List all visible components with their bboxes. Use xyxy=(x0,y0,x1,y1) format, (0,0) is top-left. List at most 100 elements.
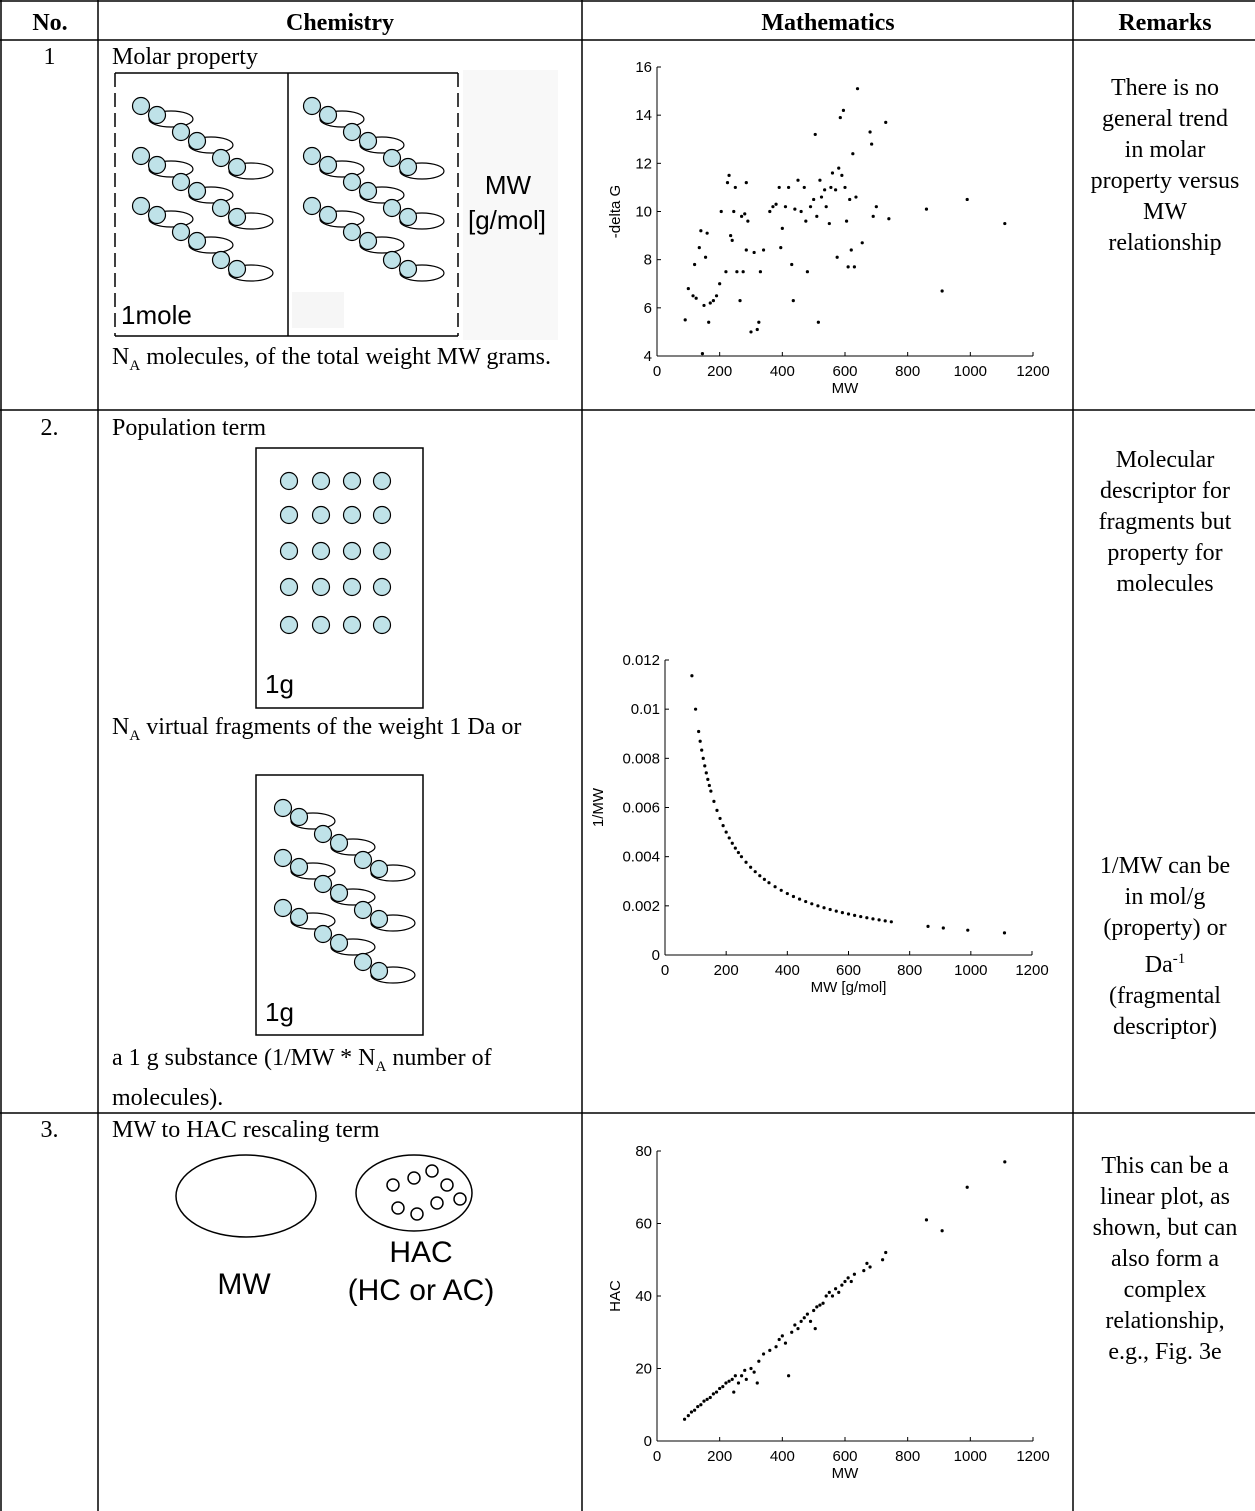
remark-line: There is no xyxy=(1111,75,1219,101)
atom xyxy=(227,157,247,177)
point xyxy=(758,874,762,878)
point xyxy=(816,904,820,908)
atom xyxy=(131,146,151,166)
remark-line: relationship xyxy=(1108,230,1222,256)
atom xyxy=(382,198,402,218)
remark-line: property for xyxy=(1107,540,1223,566)
point xyxy=(749,330,753,334)
chart: 0 200 400 600 800 1000 1200 0 0.002 0.004 0.006 0.0… xyxy=(590,652,1049,996)
point xyxy=(724,270,728,274)
point xyxy=(854,195,858,199)
remark-line: 1/MW can be xyxy=(1099,853,1231,879)
y-tick-label: 0.004 xyxy=(622,849,660,866)
point xyxy=(712,799,716,803)
point xyxy=(965,197,969,202)
point xyxy=(841,108,846,112)
point xyxy=(740,214,744,218)
atom xyxy=(382,148,402,168)
box xyxy=(255,447,424,709)
point xyxy=(780,226,784,230)
x-tick-label: 200 xyxy=(714,962,739,979)
point xyxy=(743,1368,747,1372)
atom xyxy=(302,196,322,216)
point xyxy=(830,171,835,175)
atom xyxy=(302,96,322,116)
remark-line: (fragmental xyxy=(1109,983,1221,1009)
point xyxy=(718,1386,722,1391)
row-title: Population term xyxy=(112,415,266,441)
point xyxy=(835,255,839,259)
atom xyxy=(147,155,167,175)
atom xyxy=(425,1164,439,1178)
remark-line: linear plot, as xyxy=(1100,1184,1230,1210)
point xyxy=(693,1408,697,1412)
point xyxy=(707,320,711,324)
rescaling-labels: MW HAC (HC or AC) xyxy=(217,1236,494,1307)
caption: NA molecules, of the total weight MW gra… xyxy=(112,342,552,382)
atom xyxy=(369,909,389,929)
atom xyxy=(302,146,322,166)
x-tick-label: 400 xyxy=(770,363,795,380)
point xyxy=(819,195,824,199)
atom xyxy=(386,1178,400,1192)
point xyxy=(718,816,722,821)
rescaling-figure xyxy=(175,1154,473,1238)
point xyxy=(844,219,849,223)
point xyxy=(787,185,791,190)
fragment xyxy=(372,505,392,525)
atom xyxy=(398,259,418,279)
point xyxy=(843,185,847,190)
point xyxy=(796,178,800,182)
point xyxy=(860,241,864,245)
atom xyxy=(358,231,378,251)
atom xyxy=(187,231,207,251)
point xyxy=(738,299,742,303)
point xyxy=(966,928,970,932)
atom xyxy=(273,898,293,918)
point xyxy=(881,1258,885,1262)
x-tick-label: 0 xyxy=(661,962,669,979)
point xyxy=(1002,931,1007,935)
point xyxy=(735,270,739,274)
fragment xyxy=(372,541,392,561)
point xyxy=(732,1390,736,1394)
y-axis-label: 1/MW xyxy=(590,787,607,827)
point xyxy=(733,1374,737,1378)
fragment xyxy=(279,471,299,491)
fragment xyxy=(342,577,362,597)
point xyxy=(714,294,719,298)
y-tick-label: 4 xyxy=(644,348,652,365)
point xyxy=(689,1410,694,1414)
point xyxy=(852,1272,857,1276)
point xyxy=(744,1377,748,1381)
x-tick-label: 1000 xyxy=(954,962,987,979)
point xyxy=(733,846,737,850)
point xyxy=(793,207,797,211)
fragment xyxy=(342,471,362,491)
point xyxy=(699,1403,703,1407)
point xyxy=(824,1294,828,1298)
point xyxy=(827,1290,831,1294)
point xyxy=(727,1379,731,1383)
x-axis-label: MW [g/mol] xyxy=(811,979,887,996)
x-axis-label: MW xyxy=(832,1465,859,1482)
point xyxy=(686,1414,690,1418)
point xyxy=(827,221,831,226)
header: No. Chemistry Mathematics Remarks xyxy=(32,10,1211,36)
point xyxy=(777,185,781,190)
row-title: MW to HAC rescaling term xyxy=(112,1117,380,1143)
remarks: Molecular descriptor for fragments but prop… xyxy=(1073,445,1255,600)
point xyxy=(871,917,875,921)
point xyxy=(727,173,731,177)
point xyxy=(777,1337,781,1342)
point xyxy=(683,318,687,322)
point xyxy=(715,808,719,813)
point xyxy=(1003,221,1007,226)
point xyxy=(719,209,723,214)
subscript: A xyxy=(129,727,141,744)
point xyxy=(940,289,944,293)
fragment xyxy=(311,505,331,525)
point xyxy=(749,1366,753,1371)
